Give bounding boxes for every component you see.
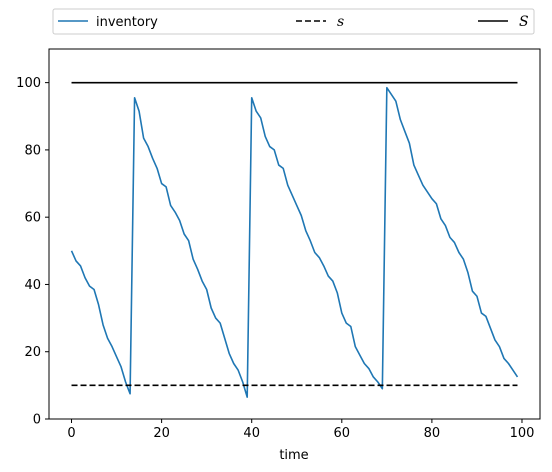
axes: 0 20 40 60 80 100 0 20 40 60 80 100 <box>16 48 541 441</box>
x-tick-label: 80 <box>424 426 441 441</box>
y-tick-label: 60 <box>24 211 41 226</box>
axes-frame <box>48 48 541 420</box>
y-tick-label: 80 <box>24 143 41 158</box>
series-line-inventory <box>70 86 519 398</box>
legend-label: s <box>337 14 344 30</box>
y-tick-label: 100 <box>16 76 41 91</box>
x-tick-label: 100 <box>510 426 535 441</box>
legend-box <box>52 8 535 35</box>
legend-label: S <box>519 14 529 30</box>
plot-area <box>70 81 519 398</box>
x-tick-label: 60 <box>334 426 351 441</box>
x-tick-label: 0 <box>67 426 75 441</box>
legend-label: inventory <box>96 15 158 30</box>
y-tick-label: 0 <box>33 413 41 428</box>
x-axis-label: time <box>279 448 308 463</box>
y-tick-label: 40 <box>24 278 41 293</box>
y-tick-label: 20 <box>24 345 41 360</box>
x-tick-label: 40 <box>243 426 260 441</box>
legend: inventory s S <box>52 8 535 35</box>
x-tick-label: 20 <box>153 426 170 441</box>
